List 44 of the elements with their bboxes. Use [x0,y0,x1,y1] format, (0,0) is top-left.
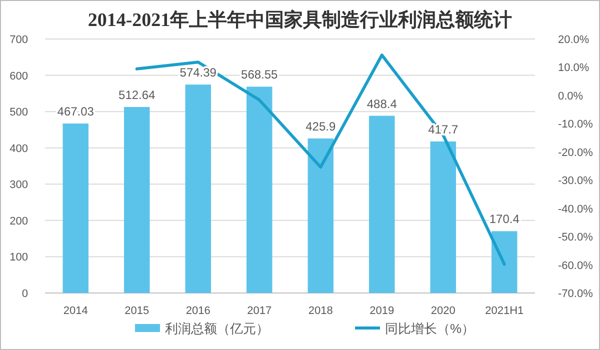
x-tick-label: 2019 [370,305,394,317]
bar [492,231,518,293]
y2-tick-label: -10.0% [558,118,594,131]
legend-label: 利润总额（亿元） [165,321,269,336]
x-tick-label: 2016 [186,305,210,317]
y-tick-label: 400 [10,142,28,155]
x-tick-label: 2020 [430,305,456,317]
bar [369,116,395,293]
y-tick-label: 300 [10,179,28,192]
y-tick-label: 600 [10,70,28,82]
y2-tick-label: -20.0% [558,146,594,159]
bar [246,86,272,293]
x-tick-label: 2014 [63,305,88,317]
data-label: 467.03 [57,104,94,119]
y2-tick-label: -70.0% [558,288,594,300]
x-tick-label: 2018 [308,305,333,317]
y2-tick-label: -40.0% [558,203,594,216]
chart-title: 2014-2021年上半年中国家具制造行业利润总额统计 [88,9,512,31]
data-label: 574.39 [180,66,217,80]
y-tick-label: 500 [10,106,28,119]
data-label: 170.4 [489,212,520,226]
data-label: 512.64 [118,88,156,102]
bar [308,138,334,293]
x-tick-label: 2015 [124,305,150,317]
data-label: 568.55 [241,68,278,82]
data-label: 488.4 [366,96,398,111]
x-tick-label: 2017 [247,305,272,317]
bar [62,124,88,293]
y2-tick-label: -50.0% [558,232,594,244]
y2-tick-label: 10.0% [558,62,590,74]
y-tick-label: 700 [10,34,28,46]
y-tick-label: 200 [10,215,28,228]
y2-tick-label: -60.0% [558,260,594,272]
x-tick-label: 2021H1 [485,305,524,317]
y-tick-label: 0 [22,288,28,300]
y2-tick-label: 0.0% [558,90,584,102]
bar [185,84,211,293]
data-label: 425.9 [306,119,336,134]
y2-tick-label: 20.0% [558,34,590,46]
legend-label: 同比增长（%） [385,321,475,336]
bar [124,106,150,293]
bar [430,141,456,293]
y-tick-label: 100 [10,252,28,264]
y2-tick-label: -30.0% [558,175,594,188]
